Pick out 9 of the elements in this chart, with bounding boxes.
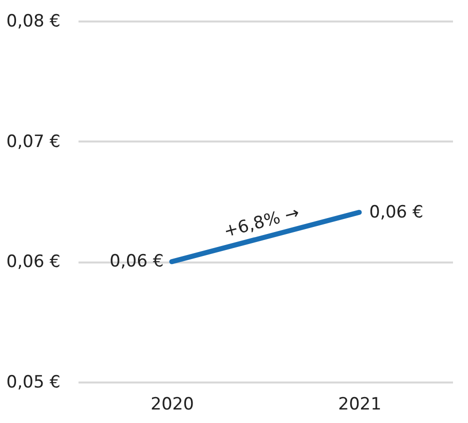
annotation: +6,8% →	[222, 203, 302, 242]
data-label: 0,06 €	[110, 252, 164, 272]
y-tick-label: 0,07 €	[6, 132, 60, 152]
y-tick-label: 0,05 €	[6, 372, 60, 392]
y-tick-label: 0,08 €	[6, 12, 60, 32]
x-tick-label: 2020	[150, 394, 194, 414]
x-tick-label: 2021	[338, 394, 382, 414]
y-tick-label: 0,06 €	[6, 252, 60, 272]
data-label: 0,06 €	[369, 202, 424, 222]
